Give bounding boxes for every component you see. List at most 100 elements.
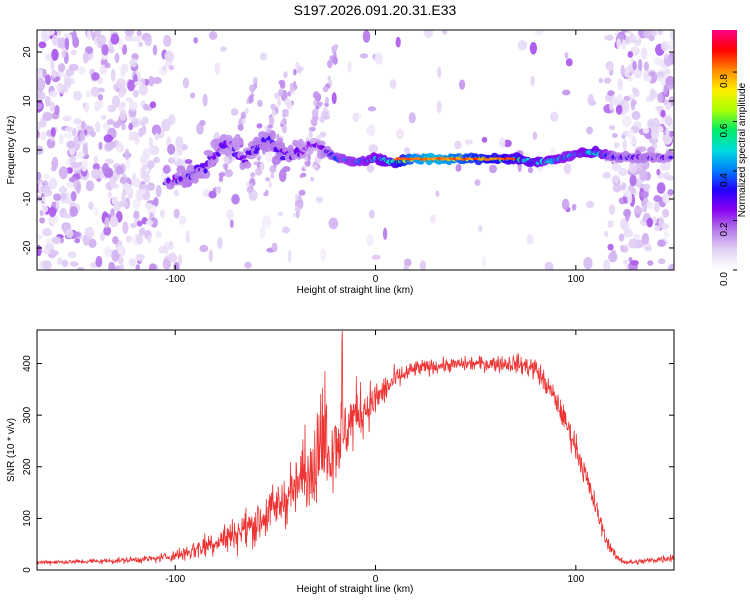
spectrogram-cell	[665, 116, 673, 126]
spectrogram-cell	[620, 244, 625, 253]
spectrogram-cell	[84, 102, 90, 113]
spectrogram-cell	[255, 167, 263, 176]
spectrogram-cell	[38, 182, 44, 194]
spectrogram-cell	[93, 206, 99, 217]
snr-frame	[36, 329, 675, 571]
spectrogram-cell	[642, 127, 650, 134]
spectrogram-cell	[70, 162, 81, 169]
spectrogram-cell	[111, 249, 120, 262]
spectrogram-cell	[631, 111, 641, 120]
spectrogram-cell	[653, 195, 662, 202]
spectrogram-cell	[517, 40, 528, 51]
spectrogram-cell	[230, 108, 239, 116]
spectrogram-cell	[124, 30, 135, 37]
spectrogram-cell	[621, 115, 632, 127]
spectrogram-cell	[175, 136, 184, 149]
spectrogram-cell	[611, 98, 620, 106]
spectrogram-x-tick-label: -100	[165, 274, 185, 285]
spectrogram-cell	[250, 191, 256, 197]
spectrogram-cell	[320, 117, 325, 124]
spectrogram-cell	[586, 200, 595, 209]
spectrogram-cell	[615, 104, 623, 115]
spectrogram-cell	[93, 155, 99, 164]
spectrogram-cell	[107, 104, 116, 113]
spectrogram-cell	[111, 95, 121, 108]
spectrogram-cell	[138, 41, 144, 48]
spectrogram-cell	[103, 226, 112, 236]
spectrogram-cell	[628, 160, 638, 174]
spectrogram-cell	[138, 127, 144, 138]
spectrogram-cell	[158, 246, 168, 254]
spectrogram-cell	[152, 44, 158, 56]
spectrogram-cell	[208, 249, 213, 262]
spectrogram-cell	[245, 107, 249, 114]
spectrogram-cell	[42, 112, 53, 121]
spectrogram-cell	[64, 37, 70, 51]
spectrogram-cell	[45, 30, 55, 36]
spectrogram-cell	[549, 148, 556, 157]
spectrogram-cell	[616, 38, 622, 50]
spectrogram-cell	[159, 209, 166, 218]
spectrogram-cell	[153, 156, 160, 164]
spectrogram-cell	[481, 136, 488, 143]
spectrogram-cell	[527, 167, 534, 174]
spectrogram-cell	[331, 92, 337, 105]
spectrogram-cell	[243, 161, 252, 169]
spectrogram-cell	[261, 215, 272, 229]
spectrogram-cell	[38, 41, 47, 49]
spectrogram-cell	[48, 206, 57, 218]
spectrogram-cell	[82, 51, 89, 64]
spectrogram-cell	[630, 260, 639, 266]
spectrogram-cell	[282, 166, 291, 172]
snr-y-tick-label: 100	[22, 510, 33, 527]
spectrogram-cell	[249, 84, 256, 93]
spectrogram-y-tick-label: 10	[22, 95, 33, 107]
spectrogram-cell	[668, 155, 673, 160]
spectrogram-cell	[58, 63, 66, 72]
spectrogram-cell	[666, 84, 674, 90]
spectrogram-cell	[612, 183, 622, 193]
spectrogram-cell	[622, 139, 627, 151]
snr-series-line	[37, 331, 674, 566]
spectrogram-cell	[55, 200, 60, 210]
spectrogram-cell	[56, 30, 62, 37]
spectrogram-cell	[664, 175, 674, 181]
spectrogram-cell	[653, 57, 663, 66]
spectrogram-cell	[464, 139, 473, 145]
spectrogram-cell	[315, 196, 323, 203]
snr-y-tick-label: 0	[22, 567, 33, 573]
spectrogram-cell	[612, 133, 618, 138]
spectrogram-cell	[244, 261, 252, 269]
spectrogram-cell	[185, 230, 190, 244]
spectrogram-cell	[269, 118, 273, 125]
spectrogram-cell	[94, 121, 101, 133]
spectrogram-cell	[389, 79, 397, 89]
spectrogram-cell	[311, 108, 319, 117]
spectrogram-cell	[366, 234, 374, 247]
spectrogram-cell	[265, 177, 271, 182]
spectrogram-cell	[190, 92, 196, 99]
spectrogram-cell	[141, 116, 149, 125]
spectrogram-cell	[124, 183, 133, 196]
spectrogram-cell	[41, 196, 46, 203]
spectrogram-cell	[73, 135, 79, 145]
spectrogram-cell	[319, 131, 327, 138]
spectrogram-cell	[623, 208, 632, 218]
spectrogram-cell	[655, 105, 664, 111]
spectrogram-cell	[85, 90, 91, 98]
spectrogram-cell	[317, 140, 326, 147]
spectrogram-y-tick-label: -20	[22, 240, 33, 255]
snr-background	[37, 330, 674, 570]
spectrogram-cell	[647, 146, 655, 155]
spectrogram-cell	[608, 251, 618, 263]
spectrogram-cell	[220, 46, 227, 52]
spectrogram-cell	[59, 133, 64, 145]
spectrogram-cell	[217, 237, 223, 249]
spectrogram-cell	[657, 239, 666, 247]
spectrogram-cell	[131, 178, 141, 188]
spectrogram-cell	[630, 98, 636, 111]
spectrogram-cell	[37, 130, 40, 139]
spectrogram-cell	[117, 118, 122, 127]
